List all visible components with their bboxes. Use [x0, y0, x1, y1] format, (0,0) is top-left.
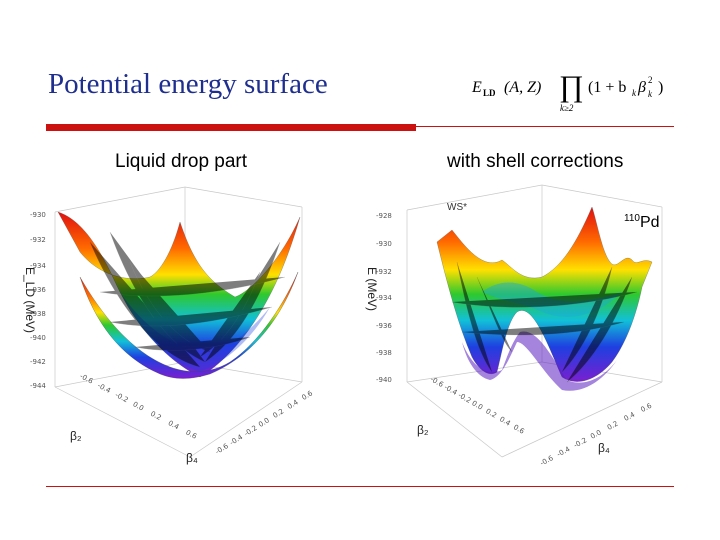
- x-tick: -0.4: [96, 381, 112, 395]
- z-tick: 0.6: [639, 401, 653, 414]
- y-axis-label: E (MeV): [365, 267, 379, 311]
- footer-rule: [46, 486, 674, 487]
- x-tick: 0.2: [149, 410, 163, 422]
- x-tick: 0.6: [184, 428, 198, 441]
- y-tick: -930: [30, 211, 46, 219]
- liquid-drop-surface-plot: -930 -932 -934 -936 -938 -940 -942 -944 …: [23, 186, 315, 465]
- z-tick: 0.2: [606, 420, 620, 432]
- formula-lhs-sub: LD: [483, 88, 496, 98]
- z-axis-label: β₄: [598, 441, 610, 455]
- y-tick: -938: [376, 349, 392, 357]
- y-tick: -942: [30, 358, 46, 366]
- y-tick: -932: [30, 236, 46, 244]
- surface-shading: [120, 292, 270, 372]
- nucleus-symbol: Pd: [640, 214, 660, 231]
- formula-factor: (1 + b: [588, 79, 626, 96]
- y-tick: -944: [30, 382, 46, 390]
- y-tick: -940: [376, 376, 392, 384]
- x-tick: -0.2: [114, 391, 130, 404]
- product-symbol-icon: ∏: [559, 70, 584, 103]
- z-tick-group: -0.6 -0.4 -0.2 0.0 0.2 0.4 0.6: [539, 401, 654, 467]
- z-tick: 0.6: [300, 389, 314, 402]
- x-tick: -0.6: [429, 375, 445, 389]
- title-underline: [46, 124, 416, 131]
- z-tick: -0.4: [556, 445, 572, 459]
- x-tick: 0.0: [131, 400, 145, 412]
- y-tick: -934: [376, 294, 392, 302]
- formula-args: (A, Z): [504, 79, 541, 96]
- right-panel-label: with shell corrections: [447, 151, 624, 172]
- x-tick: 0.2: [484, 407, 498, 419]
- z-tick: 0.4: [286, 398, 300, 411]
- left-panel-label: Liquid drop part: [115, 151, 248, 172]
- z-tick: 0.2: [272, 407, 286, 420]
- model-tag: WS*: [447, 202, 467, 213]
- x-tick-group: -0.6 -0.4 -0.2 0.0 0.2 0.4 0.6: [429, 375, 526, 436]
- z-tick: 0.4: [623, 410, 637, 423]
- x-axis-label: β₂: [417, 423, 429, 437]
- x-tick: 0.4: [498, 415, 512, 428]
- z-tick: -0.6: [539, 454, 555, 468]
- surface-minima: [462, 331, 617, 391]
- slide-title: Potential energy surface: [48, 68, 328, 100]
- formula-beta-sub: k: [648, 89, 653, 99]
- nucleus-mass: 110: [624, 213, 640, 224]
- shell-corrected-surface-plot: WS* 110Pd -928 -930 -932 -934 -936 -938 …: [365, 184, 663, 468]
- x-tick: 0.0: [470, 399, 484, 411]
- formula-lhs: E: [471, 79, 482, 96]
- formula-close: ): [658, 79, 663, 96]
- x-tick: -0.4: [443, 383, 459, 397]
- surface-mesh: [451, 261, 638, 383]
- title-thin-rule: [416, 126, 674, 127]
- y-tick: -938: [30, 310, 46, 318]
- z-tick: 0.0: [257, 416, 271, 429]
- x-axis-label: β₂: [70, 429, 82, 443]
- formula-factor-sub: k: [632, 88, 637, 98]
- x-tick: 0.4: [167, 419, 181, 432]
- z-tick: -0.6: [214, 442, 230, 456]
- nucleus-label: 110Pd: [624, 213, 660, 231]
- y-tick: -928: [376, 212, 392, 220]
- y-tick: -940: [30, 334, 46, 342]
- z-tick: -0.4: [228, 433, 244, 447]
- formula-product-lower: k≥2: [560, 103, 574, 113]
- x-tick: -0.2: [457, 391, 473, 405]
- y-tick: -930: [376, 240, 392, 248]
- y-tick: -936: [376, 322, 392, 330]
- y-tick: -934: [30, 262, 46, 270]
- y-tick: -936: [30, 286, 46, 294]
- surface-mesh: [89, 231, 286, 368]
- x-tick: -0.6: [78, 372, 94, 386]
- formula: E LD (A, Z) ∏ k≥2 (1 + b k β 2 k ): [471, 70, 663, 113]
- surface-lower-bowl: [79, 271, 299, 379]
- formula-beta-sup: 2: [648, 75, 653, 85]
- z-tick-group: -0.6 -0.4 -0.2 0.0 0.2 0.4 0.6: [214, 389, 315, 456]
- z-tick: 0.0: [589, 428, 603, 440]
- y-axis-label: E_LD (MeV): [23, 267, 37, 333]
- x-tick: 0.6: [512, 423, 526, 436]
- formula-beta: β: [637, 79, 646, 96]
- z-tick: -0.2: [243, 424, 259, 438]
- z-tick: -0.2: [572, 436, 588, 449]
- y-tick: -932: [376, 268, 392, 276]
- z-axis-label: β₄: [186, 451, 198, 465]
